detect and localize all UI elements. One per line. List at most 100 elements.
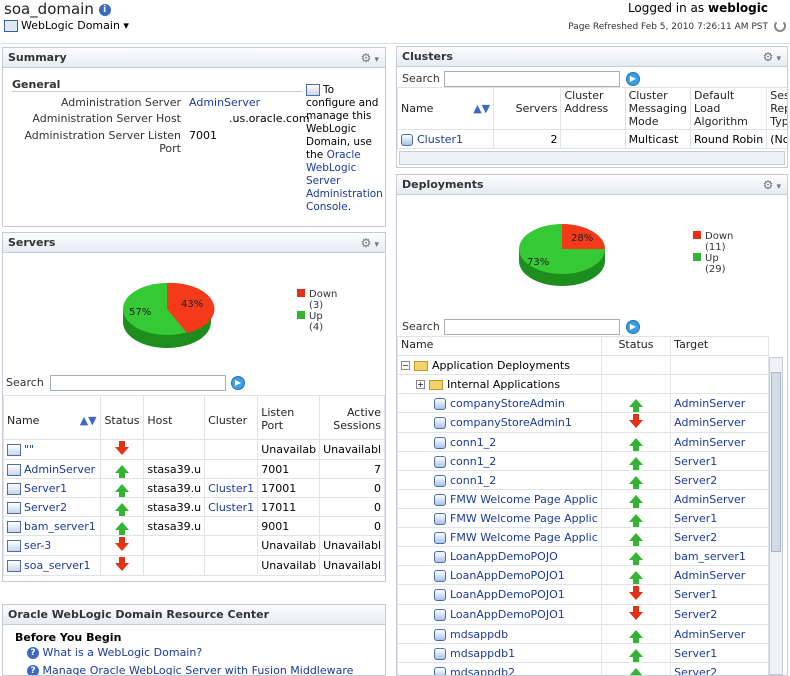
server-link[interactable]: AdminServer xyxy=(24,463,95,476)
cluster-link[interactable]: Cluster1 xyxy=(208,501,254,514)
deployment-link[interactable]: FMW Welcome Page Applic xyxy=(450,493,598,506)
col-name[interactable]: Name▲▼ xyxy=(398,88,494,130)
target-link[interactable]: Server2 xyxy=(674,474,717,487)
deployments-vscroll[interactable] xyxy=(769,357,783,675)
sort-icon[interactable]: ▲▼ xyxy=(473,102,490,115)
table-row[interactable]: FMW Welcome Page Applic Server1 xyxy=(398,509,769,528)
domain-menu[interactable]: WebLogic Domain ▾ xyxy=(4,19,129,32)
col-sessions[interactable]: Active Sessions xyxy=(320,396,385,440)
target-link[interactable]: AdminServer xyxy=(674,569,745,582)
search-go-icon[interactable]: ▶ xyxy=(231,376,245,390)
server-link[interactable]: "" xyxy=(24,443,34,456)
col-status[interactable]: Status xyxy=(601,337,670,356)
target-link[interactable]: Server1 xyxy=(674,455,717,468)
deployment-link[interactable]: LoanAppDemoPOJO xyxy=(450,550,558,563)
server-link[interactable]: bam_server1 xyxy=(24,520,96,533)
table-row[interactable]: LoanAppDemoPOJO1 Server1 xyxy=(398,585,769,605)
col-mode[interactable]: Cluster Messaging Mode xyxy=(625,88,690,130)
col-name[interactable]: Name xyxy=(398,337,602,356)
col-address[interactable]: Cluster Address xyxy=(561,88,625,130)
col-cluster[interactable]: Cluster xyxy=(205,396,258,440)
table-row[interactable]: mdsappdb1 Server1 xyxy=(398,644,769,663)
deployment-link[interactable]: mdsappdb1 xyxy=(450,647,515,660)
deployment-link[interactable]: mdsappdb2 xyxy=(450,666,515,676)
server-link[interactable]: Server2 xyxy=(24,501,67,514)
target-link[interactable]: Server1 xyxy=(674,647,717,660)
table-row[interactable]: LoanAppDemoPOJO1 AdminServer xyxy=(398,566,769,585)
search-go-icon[interactable]: ▶ xyxy=(626,72,640,86)
table-row[interactable]: companyStoreAdmin1 AdminServer xyxy=(398,413,769,433)
target-link[interactable]: Server1 xyxy=(674,588,717,601)
deployment-link[interactable]: conn1_2 xyxy=(450,474,496,487)
info-icon[interactable]: i xyxy=(99,4,111,16)
resource-link-1[interactable]: ? What is a WebLogic Domain? xyxy=(27,646,202,659)
target-link[interactable]: AdminServer xyxy=(674,397,745,410)
server-link[interactable]: soa_server1 xyxy=(24,559,91,572)
table-row[interactable]: conn1_2 Server1 xyxy=(398,452,769,471)
target-link[interactable]: AdminServer xyxy=(674,436,745,449)
tree-row-app-deployments[interactable]: −Application Deployments xyxy=(398,356,769,375)
table-row[interactable]: conn1_2 AdminServer xyxy=(398,433,769,452)
deployment-link[interactable]: companyStoreAdmin xyxy=(450,397,565,410)
target-link[interactable]: Server1 xyxy=(674,512,717,525)
table-row[interactable]: Cluster1 2 Multicast Round Robin (No xyxy=(398,130,789,149)
cluster-link[interactable]: Cluster1 xyxy=(417,133,463,146)
admin-server-link[interactable]: AdminServer xyxy=(189,96,260,109)
collapse-icon[interactable]: − xyxy=(401,361,410,370)
table-row[interactable]: FMW Welcome Page Applic AdminServer xyxy=(398,490,769,509)
col-port[interactable]: Listen Port xyxy=(258,396,320,440)
gear-icon[interactable]: ⚙ xyxy=(361,51,379,65)
sort-icon[interactable]: ▲▼ xyxy=(80,414,97,427)
gear-icon[interactable]: ⚙ xyxy=(763,50,781,64)
target-link[interactable]: AdminServer xyxy=(674,628,745,641)
col-status[interactable]: Status xyxy=(100,396,144,440)
clusters-hscroll[interactable] xyxy=(399,151,785,165)
table-row[interactable]: conn1_2 Server2 xyxy=(398,471,769,490)
refresh-icon[interactable] xyxy=(774,20,786,32)
deployment-link[interactable]: LoanAppDemoPOJO1 xyxy=(450,588,565,601)
server-link[interactable]: Server1 xyxy=(24,482,67,495)
target-link[interactable]: Server2 xyxy=(674,531,717,544)
col-algorithm[interactable]: Default Load Algorithm xyxy=(691,88,767,130)
col-name[interactable]: Name▲▼ xyxy=(4,396,101,440)
search-go-icon[interactable]: ▶ xyxy=(626,320,640,334)
target-link[interactable]: AdminServer xyxy=(674,493,745,506)
gear-icon[interactable]: ⚙ xyxy=(361,236,379,250)
servers-search-input[interactable] xyxy=(50,375,226,391)
table-row[interactable]: LoanAppDemoPOJO bam_server1 xyxy=(398,547,769,566)
gear-icon[interactable]: ⚙ xyxy=(763,178,781,192)
col-servers[interactable]: Servers xyxy=(494,88,561,130)
target-link[interactable]: Server2 xyxy=(674,666,717,676)
table-row[interactable]: mdsappdb2 Server2 xyxy=(398,663,769,676)
deployment-link[interactable]: FMW Welcome Page Applic xyxy=(450,531,598,544)
col-target[interactable]: Target xyxy=(671,337,769,356)
table-row[interactable]: companyStoreAdmin AdminServer xyxy=(398,394,769,413)
deployment-link[interactable]: mdsappdb xyxy=(450,628,508,641)
deployment-link[interactable]: LoanAppDemoPOJO1 xyxy=(450,608,565,621)
deployments-search-input[interactable] xyxy=(444,319,620,335)
table-row[interactable]: mdsappdb AdminServer xyxy=(398,625,769,644)
resource-link-2[interactable]: ? Manage Oracle WebLogic Server with Fus… xyxy=(27,664,385,676)
tree-row-internal-apps[interactable]: +Internal Applications xyxy=(398,375,769,394)
col-replication[interactable]: Ses Rep Typ xyxy=(767,88,788,130)
server-link[interactable]: ser-3 xyxy=(24,539,51,552)
table-row[interactable]: LoanAppDemoPOJO1 Server2 xyxy=(398,605,769,625)
expand-icon[interactable]: + xyxy=(416,380,425,389)
target-link[interactable]: Server2 xyxy=(674,608,717,621)
deployment-link[interactable]: companyStoreAdmin1 xyxy=(450,416,572,429)
cluster-link[interactable]: Cluster1 xyxy=(208,482,254,495)
target-link[interactable]: bam_server1 xyxy=(674,550,746,563)
deployment-link[interactable]: FMW Welcome Page Applic xyxy=(450,512,598,525)
clusters-search-input[interactable] xyxy=(444,71,620,87)
deployment-link[interactable]: conn1_2 xyxy=(450,455,496,468)
target-link[interactable]: AdminServer xyxy=(674,416,745,429)
deployment-link[interactable]: LoanAppDemoPOJO1 xyxy=(450,569,565,582)
deployment-link[interactable]: conn1_2 xyxy=(450,436,496,449)
